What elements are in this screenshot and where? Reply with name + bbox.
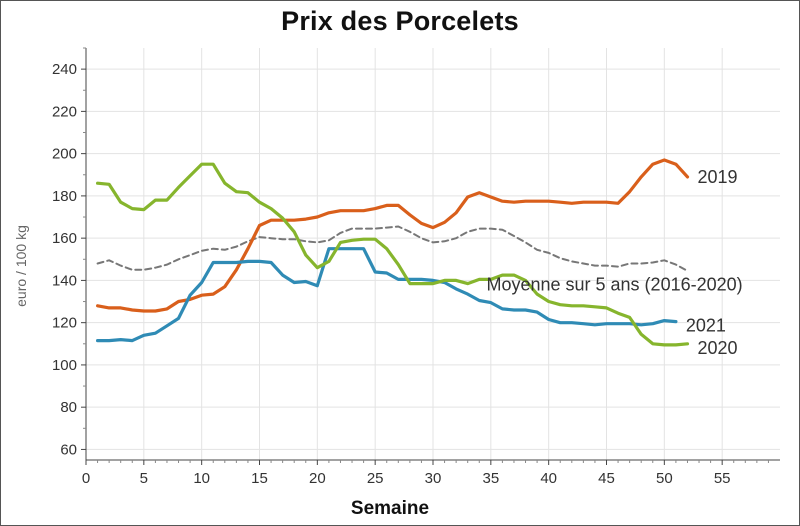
series	[95, 158, 690, 347]
series-label-2020: 2020	[697, 338, 737, 358]
y-tick-label: 80	[60, 399, 77, 416]
x-tick-label: 35	[482, 470, 499, 487]
y-axis-title: euro / 100 kg	[13, 225, 29, 307]
y-tick-label: 180	[52, 188, 77, 205]
series-line-2019	[95, 158, 690, 313]
x-tick-label: 5	[140, 470, 148, 487]
x-axis-title: Semaine	[351, 498, 429, 519]
series-line-2020	[95, 162, 690, 347]
x-tick-label: 40	[540, 470, 557, 487]
x-tick-label: 25	[367, 470, 384, 487]
y-tick-label: 140	[52, 272, 77, 289]
x-tick-label: 55	[714, 470, 731, 487]
x-tick-label: 15	[251, 470, 268, 487]
series-label-2019: 2019	[697, 167, 737, 187]
y-tick-label: 60	[60, 441, 77, 458]
x-tick-label: 0	[82, 470, 90, 487]
y-tick-label: 100	[52, 357, 77, 374]
y-tick-label: 120	[52, 315, 77, 332]
y-tick-label: 200	[52, 146, 77, 163]
x-tick-label: 20	[309, 470, 326, 487]
x-tick-label: 50	[656, 470, 673, 487]
chart-title: Prix des Porcelets	[281, 6, 519, 36]
y-ticks: 60 80 100 120 140 160 180 200 220 240	[52, 47, 86, 458]
x-ticks: 0 5 10 15 20 25 30 35 40 45 50 55	[82, 460, 769, 487]
series-label-moyenne-sur-5-ans-2016-2020: Moyenne sur 5 ans (2016-2020)	[486, 275, 742, 295]
y-tick-label: 240	[52, 61, 77, 78]
series-line-2021	[95, 247, 678, 343]
series-line-moyenne-sur-5-ans-2016-2020	[96, 225, 689, 272]
y-tick-label: 160	[52, 230, 77, 247]
x-tick-label: 10	[193, 470, 210, 487]
y-tick-label: 220	[52, 103, 77, 120]
x-tick-label: 45	[598, 470, 615, 487]
x-tick-label: 30	[425, 470, 442, 487]
series-label-2021: 2021	[686, 316, 726, 336]
grid	[86, 48, 780, 460]
